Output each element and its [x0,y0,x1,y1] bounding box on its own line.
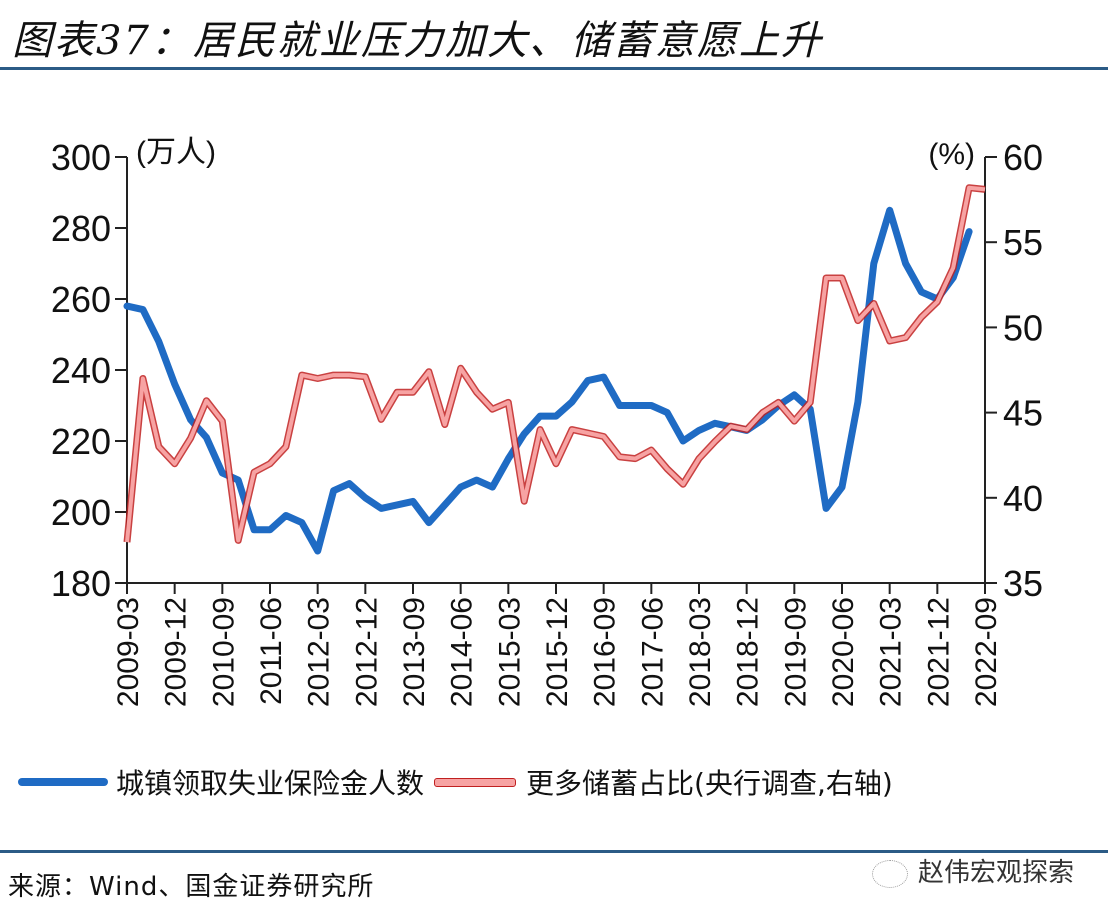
x-axis-tick-label: 2010-09 [207,597,240,707]
x-axis-tick-label: 2022-09 [970,597,1003,707]
right-axis-tick-label: 45 [1003,393,1043,434]
x-axis-tick-label: 2015-03 [493,597,526,707]
left-axis-unit-label: (万人) [136,136,216,169]
wechat-icon [872,859,908,888]
chart-title: 图表37：居民就业压力加大、储蓄意愿上升 [12,18,823,64]
legend-swatch-red [434,777,517,787]
axes-group: 180 200 220 240 260 280 300 35 40 45 50 55 60 [51,137,1043,604]
right-axis-tick-label: 40 [1003,478,1043,519]
x-axis-tick-label: 2021-03 [875,597,908,707]
left-axis-tick-label: 240 [51,350,111,391]
source-note: 来源：Wind、国金证券研究所 [8,872,375,902]
x-axis-tick-label: 2019-09 [779,597,812,707]
watermark: 赵伟宏观探索 [872,852,1074,889]
x-axis-tick-label: 2011-06 [255,597,288,705]
footer-divider [0,850,1108,853]
series-line-savings-outline [123,184,986,544]
x-axis-tick-label: 2016-09 [589,597,622,707]
x-axis-tick-label: 2018-03 [684,597,717,707]
left-axis-tick-label: 180 [51,563,111,604]
watermark-text: 赵伟宏观探索 [918,858,1075,888]
left-axis-tick-label: 280 [51,208,111,249]
x-axis-tick-label: 2013-09 [398,597,431,707]
left-axis-tick-label: 200 [51,492,111,533]
x-axis-tick-label: 2009-12 [160,597,193,707]
legend-label-unemployment: 城镇领取失业保险金人数 [116,767,425,800]
x-axis-tick-label: 2012-03 [303,597,336,707]
legend: 城镇领取失业保险金人数 更多储蓄占比(央行调查,右轴) [18,762,893,802]
left-axis-tick-label: 260 [51,279,111,320]
left-axis-tick-label: 300 [51,137,111,178]
x-axis-tick-label: 2009-03 [112,597,145,707]
right-axis-unit-label: (%) [928,138,975,171]
series-line-unemployment-insurance [123,206,973,555]
x-tick-labels: 2009-03 2009-12 2010-09 2011-06 2012-03 2012-… [112,597,1003,707]
legend-swatch-blue [18,778,108,786]
series-lines [123,184,986,555]
right-axis-tick-label: 60 [1003,137,1043,178]
right-axis-tick-label: 35 [1003,563,1043,604]
title-divider [0,67,1108,70]
dual-axis-line-chart: 180 200 220 240 260 280 300 35 40 45 50 55 60 2009-0… [51,136,1043,707]
x-axis-tick-label: 2017-06 [636,597,669,707]
left-axis-tick-label: 220 [51,421,111,462]
x-axis-tick-label: 2014-06 [446,597,479,707]
x-axis-tick-label: 2012-12 [350,597,383,707]
legend-label-savings: 更多储蓄占比(央行调查,右轴) [526,767,893,800]
x-axis-tick-label: 2020-06 [827,597,860,707]
x-axis-tick-label: 2018-12 [732,597,765,707]
right-axis-tick-label: 50 [1003,307,1043,348]
series-line-savings-share [125,185,986,543]
x-axis-tick-label: 2015-12 [541,597,574,707]
x-axis-tick-label: 2021-12 [922,597,955,707]
right-axis-tick-label: 55 [1003,222,1043,263]
